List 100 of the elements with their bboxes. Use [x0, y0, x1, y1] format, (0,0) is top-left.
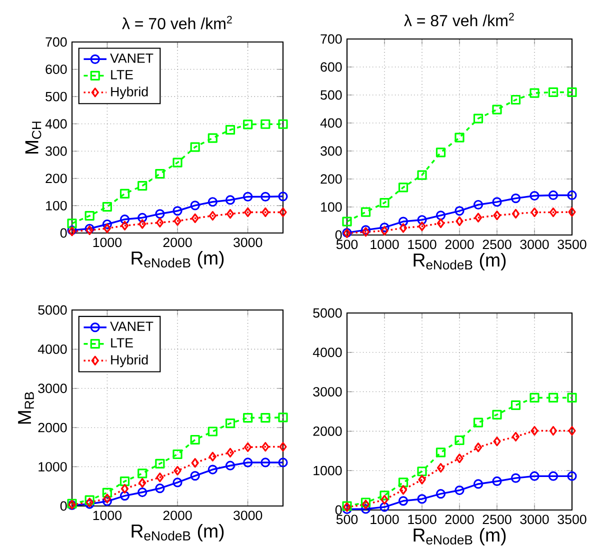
point [120, 484, 129, 494]
point [512, 432, 520, 442]
point [454, 435, 464, 446]
x-tick-label: 3500 [558, 514, 586, 524]
point [225, 125, 236, 135]
point [473, 418, 484, 428]
x-tick-label: 1000 [370, 514, 399, 524]
point [84, 210, 94, 221]
point [208, 197, 218, 207]
y-tick-label: 600 [46, 64, 67, 74]
legend-label: VANET [110, 54, 154, 63]
x-axis-title: R$_{eNodeB}$ (m) [132, 524, 224, 542]
point [380, 494, 388, 505]
y-tick-label: 2000 [38, 422, 67, 432]
legend-label: LTE [111, 338, 133, 348]
point [548, 392, 558, 402]
y-tick-label: 0 [60, 501, 67, 511]
point [436, 148, 446, 158]
point [474, 442, 482, 452]
y-tick-label: 0 [335, 505, 342, 515]
point [380, 490, 390, 500]
x-tick-label: 2500 [482, 240, 512, 250]
x-axis-title: R$_{eNodeB}$ (m) [132, 250, 224, 268]
point [120, 188, 130, 198]
point [138, 219, 146, 229]
point [243, 120, 253, 130]
point [567, 471, 577, 481]
point [172, 158, 182, 168]
y-tick-label: 300 [46, 146, 67, 156]
point [456, 454, 464, 464]
y-tick-label: 200 [320, 174, 342, 184]
y-tick-label: 5000 [313, 308, 342, 318]
x-tick-label: 3500 [558, 240, 586, 250]
point [530, 471, 540, 481]
point [120, 476, 130, 486]
point [399, 223, 408, 233]
y-tick-label: 4000 [38, 344, 67, 354]
point [190, 434, 200, 445]
point [225, 460, 236, 470]
point [191, 213, 199, 224]
x-tick-label: 2000 [163, 510, 192, 520]
legend-label: VANET [110, 322, 154, 331]
y-tick-label: 1000 [38, 462, 67, 472]
point [510, 194, 521, 204]
point [473, 200, 484, 210]
y-axis-title: M$_{RB}$ [18, 392, 34, 424]
chart-title: λ = 70 veh /km$^{2}$ [122, 16, 232, 30]
point [260, 458, 270, 468]
point [417, 494, 427, 504]
legend-label: Hybrid [111, 354, 148, 368]
point [510, 94, 521, 105]
point [102, 496, 112, 506]
point [568, 207, 576, 217]
point [174, 216, 182, 226]
x-tick-label: 3000 [520, 240, 549, 250]
point [102, 488, 112, 498]
point [417, 215, 427, 225]
point [436, 218, 445, 228]
legend-label: LTE [111, 70, 133, 80]
point [418, 222, 426, 232]
point [208, 210, 216, 221]
point [120, 220, 129, 230]
point [260, 412, 270, 423]
point [156, 218, 164, 228]
point [454, 206, 464, 216]
point [473, 479, 484, 489]
y-tick-label: 4000 [312, 348, 342, 358]
y-tick-label: 0 [335, 230, 342, 240]
point [155, 168, 165, 179]
point [138, 180, 148, 191]
point [103, 224, 111, 234]
point [156, 472, 164, 482]
point [492, 197, 502, 207]
y-tick-label: 100 [46, 200, 67, 210]
point [360, 504, 371, 514]
point [243, 458, 253, 468]
point [360, 207, 371, 217]
point [567, 190, 577, 200]
y-tick-label: 600 [320, 62, 342, 72]
point [454, 485, 464, 496]
point [103, 494, 111, 504]
point [244, 442, 252, 452]
y-axis-title: M$_{CH}$ [25, 122, 42, 154]
point [492, 476, 502, 486]
point [225, 418, 236, 428]
point [155, 209, 165, 219]
point [278, 412, 288, 422]
y-tick-label: 200 [46, 174, 67, 184]
y-tick-label: 500 [320, 90, 342, 100]
point [530, 190, 540, 201]
point [279, 207, 287, 218]
x-tick-label: 3000 [234, 238, 262, 248]
point [417, 170, 427, 180]
point [244, 207, 252, 218]
point [474, 212, 482, 222]
x-tick-label: 3000 [234, 510, 262, 520]
y-tick-label: 400 [45, 119, 67, 129]
point [172, 206, 182, 216]
point [530, 426, 538, 436]
point [226, 209, 234, 219]
